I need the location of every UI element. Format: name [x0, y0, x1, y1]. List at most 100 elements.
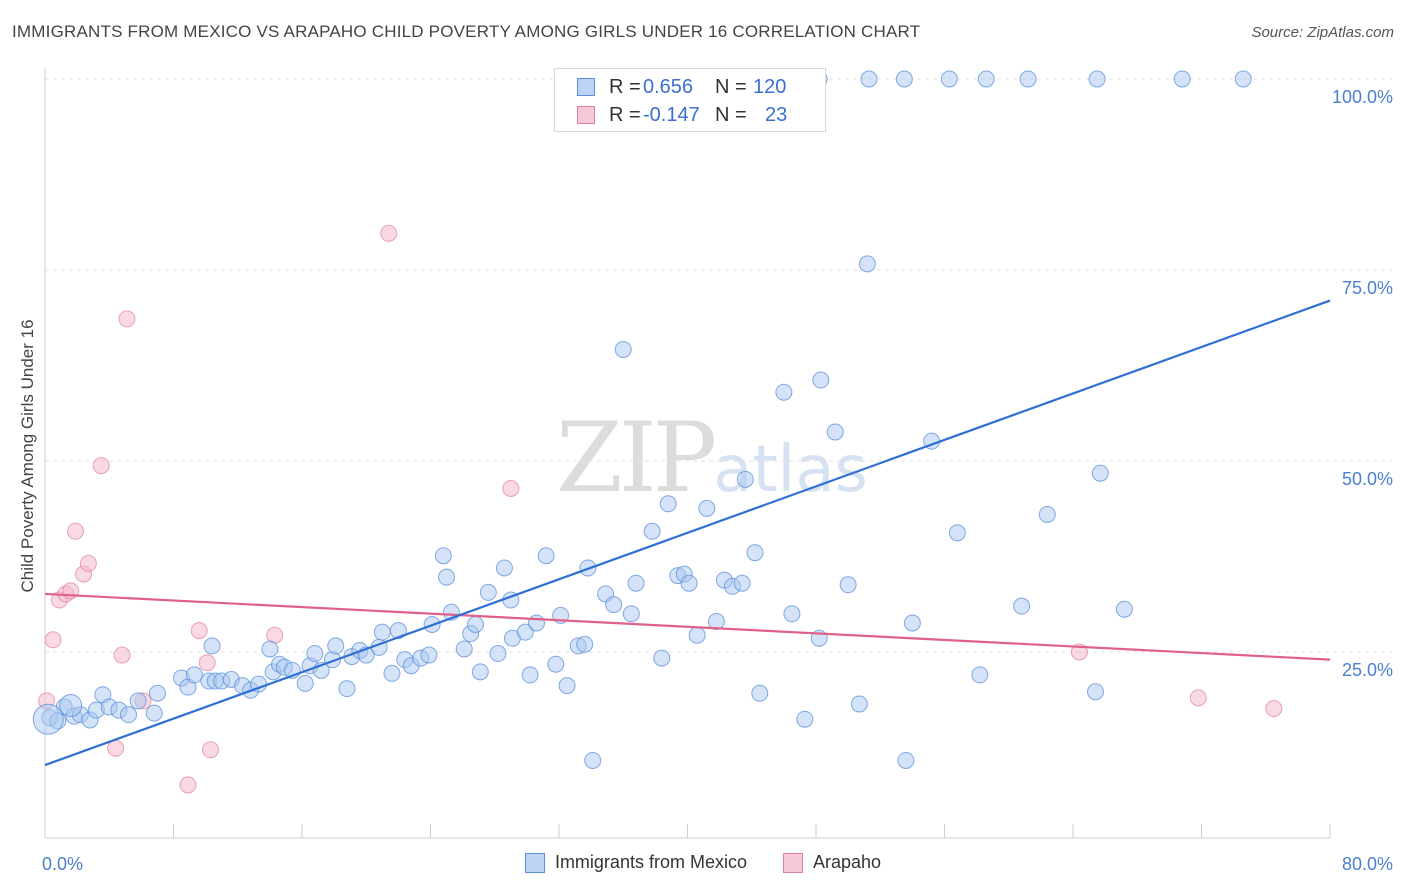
y-tick-label: 75.0%: [1342, 278, 1393, 298]
legend-swatch-mexico: [524, 852, 545, 873]
arapaho-trend-line: [44, 592, 1331, 661]
legend-item-arapaho[interactable]: Arapaho: [782, 852, 881, 873]
mexico-point: [746, 544, 764, 562]
mexico-point: [32, 703, 64, 735]
mexico-point: [839, 576, 857, 594]
mexico-point: [826, 423, 844, 441]
mexico-point: [1115, 600, 1133, 618]
mexico-point: [438, 568, 456, 586]
mexico-point: [614, 340, 632, 358]
mexico-point: [1173, 70, 1191, 88]
mexico-point: [688, 626, 706, 644]
mexico-point: [1038, 505, 1056, 523]
mexico-point: [466, 615, 484, 633]
mexico-point: [659, 495, 677, 513]
y-tick-label: 50.0%: [1342, 469, 1393, 489]
arapaho-point: [92, 457, 110, 475]
watermark-zip: ZIP: [556, 402, 717, 514]
stats-legend: R = 0.656 N = 120 R = -0.147 N = 23: [554, 68, 826, 132]
legend-label-mexico: Immigrants from Mexico: [554, 852, 747, 872]
mexico-point: [261, 640, 279, 658]
legend-n-value: 120: [753, 75, 787, 98]
mexico-point: [383, 664, 401, 682]
mexico-point: [733, 574, 751, 592]
mexico-point: [547, 655, 565, 673]
y-tick-label: 25.0%: [1342, 660, 1393, 680]
mexico-point: [306, 645, 324, 663]
legend-swatch-arapaho: [577, 106, 595, 124]
mexico-point: [622, 605, 640, 623]
mexico-point: [850, 695, 868, 713]
mexico-point: [120, 706, 138, 724]
mexico-point: [185, 666, 203, 684]
mexico-point: [528, 614, 546, 632]
mexico-point: [338, 680, 356, 698]
arapaho-point: [502, 480, 520, 498]
mexico-point: [903, 614, 921, 632]
mexico-point: [858, 255, 876, 273]
y-tick-label: 100.0%: [1332, 87, 1393, 107]
arapaho-point: [67, 522, 85, 540]
mexico-point: [680, 574, 698, 592]
mexico-point: [420, 646, 438, 664]
mexico-point: [576, 635, 594, 653]
mexico-point: [1086, 683, 1104, 701]
mexico-point: [537, 547, 555, 565]
mexico-point: [296, 674, 314, 692]
arapaho-point: [380, 224, 398, 242]
arapaho-point: [179, 776, 197, 794]
mexico-point: [627, 574, 645, 592]
x-tick-label: 0.0%: [42, 854, 83, 874]
mexico-point: [434, 547, 452, 565]
legend-swatch-arapaho: [782, 852, 803, 873]
arapaho-point: [190, 622, 208, 640]
mexico-point: [783, 605, 801, 623]
mexico-point: [751, 684, 769, 702]
arapaho-point: [1265, 700, 1283, 718]
mexico-point: [129, 692, 147, 710]
mexico-point: [736, 470, 754, 488]
arapaho-point: [201, 741, 219, 759]
legend-item-mexico[interactable]: Immigrants from Mexico: [524, 852, 747, 873]
legend-row-mexico: R = 0.656 N = 120: [577, 73, 786, 101]
mexico-trend-line: [44, 299, 1331, 767]
mexico-point: [643, 522, 661, 540]
mexico-point: [1234, 70, 1252, 88]
mexico-point: [389, 622, 407, 640]
legend-row-arapaho: R = -0.147 N = 23: [577, 101, 787, 129]
series-legend: Immigrants from Mexico Arapaho: [0, 852, 1406, 873]
mexico-point: [1019, 70, 1037, 88]
mexico-point: [653, 649, 671, 667]
arapaho-point: [113, 646, 131, 664]
legend-n-label: N =: [715, 75, 747, 98]
legend-n-value: 23: [765, 103, 788, 126]
mexico-point: [521, 666, 539, 684]
mexico-point: [796, 710, 814, 728]
mexico-point: [1088, 70, 1106, 88]
watermark: ZIPatlas: [556, 402, 868, 514]
legend-r-label: R =: [609, 75, 641, 98]
x-tick-label: 80.0%: [1342, 854, 1393, 874]
mexico-point: [471, 663, 489, 681]
mexico-point: [145, 704, 163, 722]
mexico-point: [940, 70, 958, 88]
mexico-point: [948, 524, 966, 542]
legend-n-label: N =: [715, 103, 747, 126]
mexico-point: [1091, 464, 1109, 482]
mexico-point: [327, 637, 345, 655]
mexico-point: [558, 677, 576, 695]
mexico-point: [860, 70, 878, 88]
mexico-point: [148, 684, 166, 702]
mexico-point: [895, 70, 913, 88]
mexico-point: [605, 596, 623, 614]
mexico-point: [584, 751, 602, 769]
mexico-point: [977, 70, 995, 88]
arapaho-point: [118, 310, 136, 328]
mexico-point: [516, 623, 534, 641]
mexico-point: [203, 637, 221, 655]
chart-title: IMMIGRANTS FROM MEXICO VS ARAPAHO CHILD …: [12, 22, 921, 41]
legend-r-label: R =: [609, 103, 641, 126]
arapaho-point: [1189, 689, 1207, 707]
arapaho-point: [44, 631, 62, 649]
